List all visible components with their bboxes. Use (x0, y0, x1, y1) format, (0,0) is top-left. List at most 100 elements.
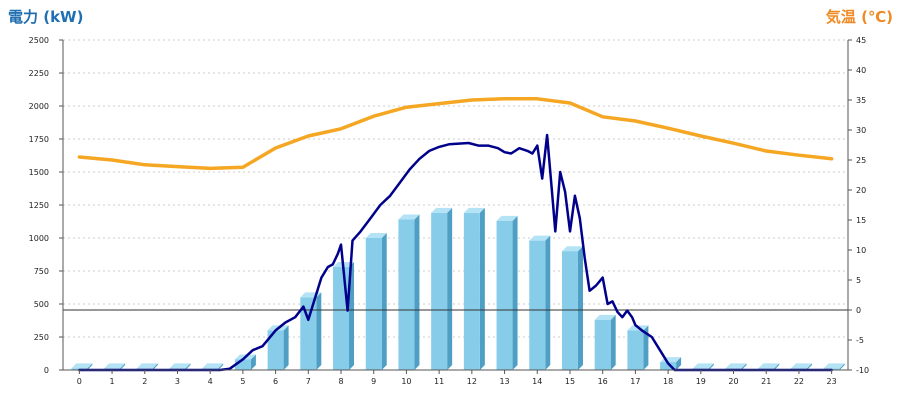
bar-top (496, 215, 518, 221)
bar-front (398, 219, 415, 370)
x-tick-label: 22 (794, 377, 804, 386)
bar-side (447, 207, 453, 370)
bar-side (414, 214, 420, 370)
left-tick-label: 1000 (29, 234, 49, 243)
right-tick-label: 20 (856, 186, 866, 195)
bar-top (71, 363, 93, 369)
bar-side (643, 325, 649, 370)
bar-top (790, 363, 812, 369)
bar-top (529, 235, 551, 241)
left-tick-label: 2250 (29, 69, 49, 78)
right-tick-label: 10 (856, 246, 866, 255)
left-tick-label: 0 (44, 366, 49, 375)
axes (62, 40, 849, 371)
bar-side (479, 207, 485, 370)
bar-side (839, 363, 845, 370)
x-tick-label: 2 (142, 377, 147, 386)
x-tick-label: 15 (565, 377, 575, 386)
bar-side (381, 233, 387, 370)
left-tick-label: 1250 (29, 201, 49, 210)
bar (594, 314, 616, 370)
temperature-line (77, 97, 834, 171)
bar-top (365, 233, 387, 238)
x-tick-label: 5 (240, 377, 245, 386)
x-tick-label: 0 (77, 377, 82, 386)
left-tick-label: 500 (34, 300, 49, 309)
left-tick-label: 1750 (29, 135, 49, 144)
right-tick-label: -5 (856, 336, 864, 345)
x-tick-label: 6 (273, 377, 278, 386)
x-tick-label: 16 (598, 377, 608, 386)
power-line (78, 133, 833, 372)
x-tick-label: 10 (401, 377, 411, 386)
bar-side (218, 363, 224, 370)
right-tick-label: 5 (856, 276, 861, 285)
bar-side (610, 314, 616, 370)
bar (398, 214, 420, 370)
bar-top (463, 207, 485, 213)
right-tick-label: 30 (856, 126, 866, 135)
x-tick-label: 19 (696, 377, 706, 386)
left-tick-label: 750 (34, 267, 49, 276)
x-tick-label: 7 (306, 377, 311, 386)
bar-side (741, 363, 747, 370)
bar-side (316, 292, 322, 370)
bar-side (185, 363, 191, 370)
right-tick-label: 0 (856, 306, 861, 315)
bar (463, 207, 485, 370)
bar-side (577, 246, 583, 370)
right-tick-label: 25 (856, 156, 866, 165)
bar (267, 325, 289, 370)
x-tick-label: 21 (761, 377, 771, 386)
bar (496, 215, 518, 370)
x-tick-label: 11 (434, 377, 444, 386)
bar-top (431, 207, 453, 213)
left-tick-label: 2000 (29, 102, 49, 111)
bar-front (431, 212, 448, 370)
bar-side (87, 363, 93, 370)
bar-top (202, 363, 224, 369)
x-tick-label: 17 (630, 377, 640, 386)
bar-side (152, 363, 158, 370)
x-tick-label: 1 (110, 377, 115, 386)
bar (627, 325, 649, 370)
right-tick-label: 40 (856, 66, 866, 75)
bar-front (529, 240, 546, 370)
bar-front (300, 297, 317, 370)
bar-side (250, 354, 256, 370)
x-tick-label: 14 (532, 377, 542, 386)
bar-front (365, 238, 382, 370)
bar-front (333, 267, 350, 370)
bar-top (136, 363, 158, 369)
bar-side (774, 363, 780, 370)
x-tick-label: 23 (827, 377, 837, 386)
bar-front (496, 220, 513, 370)
x-tick-label: 18 (663, 377, 673, 386)
bar-side (806, 363, 812, 370)
bar-top (169, 363, 191, 369)
bar (300, 292, 322, 370)
bar-front (267, 330, 284, 370)
left-tick-label: 1500 (29, 168, 49, 177)
bar-front (561, 251, 578, 370)
bar-top (561, 246, 583, 252)
bar-top (398, 214, 420, 220)
bar-series (71, 207, 845, 370)
bar (431, 207, 453, 370)
right-tick-label: -10 (856, 366, 869, 375)
x-tick-label: 12 (467, 377, 477, 386)
right-axis-ticks: -10 -5 0 5 10 15 20 25 30 35 40 45 (848, 36, 869, 375)
bar-top (692, 363, 714, 369)
left-axis-title: 電力 (kW) (8, 8, 83, 26)
bar-front (234, 359, 251, 370)
left-axis-ticks: 0 250 500 750 1000 1250 1500 1750 2000 2250 2500 (29, 36, 63, 375)
right-axis-title: 気温 (℃) (826, 8, 893, 26)
x-tick-label: 4 (208, 377, 213, 386)
left-tick-label: 2500 (29, 36, 49, 45)
bar-front (594, 319, 611, 370)
bar (365, 233, 387, 370)
bar-front (463, 212, 480, 370)
right-tick-label: 15 (856, 216, 866, 225)
x-tick-label: 8 (338, 377, 343, 386)
